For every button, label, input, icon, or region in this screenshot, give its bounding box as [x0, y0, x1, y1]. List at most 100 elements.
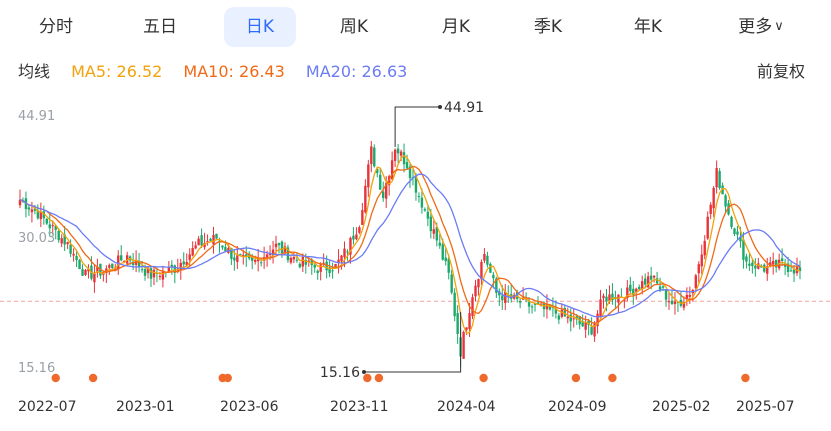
candle-body	[191, 248, 194, 256]
candle-body	[468, 313, 471, 329]
candle-body	[373, 147, 376, 167]
kline-chart[interactable]: 44.91 30.03 15.16 44.91 15.16 2022-07 20…	[0, 90, 831, 431]
event-dot[interactable]	[374, 373, 384, 383]
candle-body	[757, 263, 760, 269]
extreme-annotations: 44.91 15.16	[320, 100, 484, 381]
candle-body	[501, 295, 504, 301]
event-dot[interactable]	[223, 373, 232, 383]
candle-body	[206, 241, 209, 243]
adjustment-toggle[interactable]: 前复权	[756, 62, 805, 81]
candle-body	[456, 313, 459, 334]
candle-body	[554, 308, 558, 314]
tab-label: 周K	[339, 17, 369, 37]
candle-body	[361, 210, 364, 225]
candle-body	[259, 262, 263, 264]
candle-body	[51, 225, 54, 227]
event-dot[interactable]	[88, 373, 98, 383]
candle-body	[215, 233, 218, 239]
candle-body	[33, 208, 37, 211]
candle-body	[182, 261, 185, 265]
candle-body	[596, 313, 599, 327]
tab-daily-k[interactable]: 日K	[224, 7, 296, 47]
candle-body	[530, 306, 534, 308]
candle-body	[423, 209, 427, 211]
candle-body	[453, 292, 456, 317]
candle-body	[396, 148, 400, 154]
candle-body	[643, 278, 647, 285]
tab-label: 五日	[143, 17, 177, 37]
x-tick-label: 2025-07	[736, 399, 795, 415]
candle-body	[236, 255, 239, 262]
candle-body	[382, 191, 385, 199]
candle-body	[402, 152, 406, 165]
ma10-line	[19, 165, 801, 324]
candle-body	[441, 244, 444, 260]
candle-body	[54, 225, 57, 230]
candle-body	[670, 300, 674, 304]
tab-five-day[interactable]: 五日	[124, 7, 196, 47]
event-dot[interactable]	[51, 373, 60, 383]
candle-body	[504, 291, 507, 303]
candle-body	[450, 274, 453, 293]
candle-body	[605, 296, 608, 302]
tab-yearly-k[interactable]: 年K	[612, 7, 684, 47]
candle-body	[593, 322, 596, 337]
event-dot[interactable]	[571, 373, 581, 383]
candle-body	[658, 286, 662, 290]
candle-body	[298, 263, 302, 268]
candle-body	[697, 264, 700, 274]
candle-body	[48, 224, 51, 229]
candle-body	[655, 278, 659, 284]
candle-body	[629, 284, 632, 292]
candle-body	[137, 260, 141, 268]
candle-body	[337, 259, 340, 263]
candle-body	[429, 216, 433, 232]
candle-body	[673, 301, 677, 305]
candle-body	[533, 303, 537, 305]
tab-quarterly-k[interactable]: 季K	[512, 7, 584, 47]
ma10-value: MA10: 26.43	[183, 62, 285, 81]
candle-body	[367, 164, 370, 188]
candle-body	[608, 294, 611, 302]
x-tick-label: 2023-06	[220, 399, 279, 415]
candle-body	[545, 304, 549, 310]
candle-body	[390, 160, 394, 180]
candle-body	[283, 246, 287, 254]
candle-body	[319, 264, 322, 272]
candle-body	[340, 255, 343, 262]
candle-body	[626, 287, 629, 298]
event-dot[interactable]	[608, 373, 617, 383]
candle-body	[638, 286, 641, 290]
candle-body	[108, 265, 111, 268]
candle-body	[724, 195, 727, 207]
tab-more[interactable]: 更多 ∨	[716, 7, 806, 47]
candle-body	[188, 254, 191, 260]
candle-body	[158, 276, 162, 278]
candle-body	[379, 174, 382, 190]
candle-body	[414, 175, 418, 193]
event-dot[interactable]	[479, 373, 488, 383]
candle-body	[355, 234, 358, 240]
tab-label: 日K	[245, 17, 275, 37]
event-dot[interactable]	[363, 373, 372, 383]
candle-body	[262, 257, 266, 261]
event-dot[interactable]	[741, 373, 750, 383]
candle-body	[435, 227, 438, 241]
candle-body	[748, 263, 751, 266]
candle-body	[766, 266, 769, 274]
candle-body	[426, 211, 430, 219]
tab-weekly-k[interactable]: 周K	[318, 7, 390, 47]
candle-body	[789, 270, 793, 272]
ma20-line	[19, 173, 801, 318]
candle-body	[277, 243, 281, 246]
tab-label: 年K	[633, 17, 663, 37]
candle-body	[313, 264, 316, 268]
candle-body	[745, 256, 748, 262]
tab-intraday[interactable]: 分时	[20, 7, 92, 47]
tab-monthly-k[interactable]: 月K	[420, 7, 492, 47]
candle-body	[122, 261, 126, 263]
x-tick-label: 2023-01	[116, 399, 175, 415]
candle-body	[149, 268, 153, 279]
candle-body	[307, 260, 310, 262]
candle-body	[483, 253, 486, 261]
